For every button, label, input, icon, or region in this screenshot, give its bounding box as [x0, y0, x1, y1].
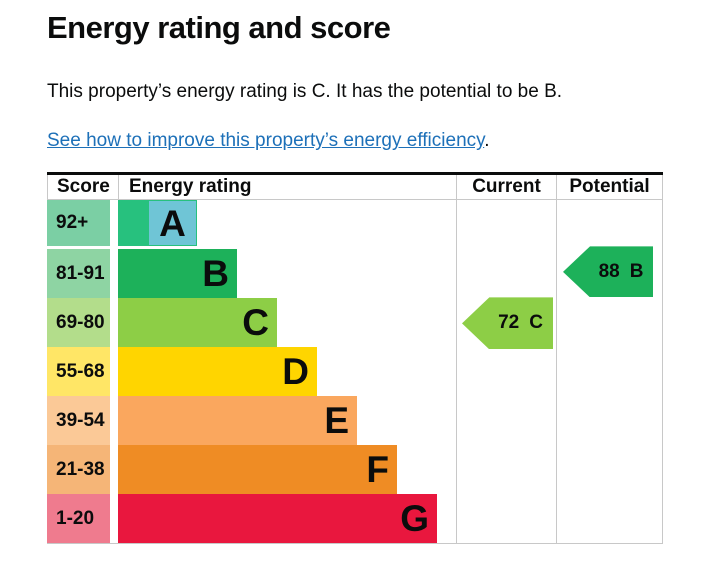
band-f-letter: F: [366, 449, 389, 491]
potential-rating-value: 88: [598, 260, 620, 282]
band-a-score-range: 92+: [56, 212, 89, 234]
header-current: Current: [456, 175, 556, 200]
header-energy-rating: Energy rating: [118, 175, 456, 200]
band-a-bar: A: [118, 200, 197, 247]
chart-body: 92+ A 81-91 B 69-80 C 55-68 D 39-54 E: [47, 200, 663, 545]
band-a-letter: A: [159, 202, 186, 244]
band-row-c: 69-80 C: [47, 298, 663, 348]
potential-column-left-rule: [556, 200, 557, 544]
band-f-bar: F: [118, 445, 397, 495]
band-b-score-cell: 81-91: [47, 249, 110, 299]
band-g-letter: G: [400, 498, 429, 540]
band-row-a: 92+ A: [47, 200, 663, 247]
band-e-letter: E: [324, 400, 349, 442]
band-row-d: 55-68 D: [47, 347, 663, 397]
header-score: Score: [47, 175, 118, 200]
band-a-score-cell: 92+: [47, 200, 110, 247]
band-row-g: 1-20 G: [47, 494, 663, 544]
potential-rating-band: B: [629, 260, 644, 282]
band-c-score-range: 69-80: [56, 311, 105, 333]
band-d-bar: D: [118, 347, 317, 397]
band-e-score-cell: 39-54: [47, 396, 110, 446]
band-g-bar: G: [118, 494, 437, 544]
band-c-letter: C: [242, 302, 269, 344]
band-c-bar: C: [118, 298, 277, 348]
page-title: Energy rating and score: [47, 10, 391, 45]
band-row-f: 21-38 F: [47, 445, 663, 495]
link-period: .: [484, 130, 490, 152]
band-d-letter: D: [282, 351, 309, 393]
band-b-letter: B: [202, 253, 229, 295]
band-row-b: 81-91 B: [47, 249, 663, 299]
current-rating-value: 72: [498, 312, 520, 334]
energy-rating-chart: Score Energy rating Current Potential 92…: [47, 172, 663, 545]
band-f-score-range: 21-38: [56, 458, 105, 480]
improve-efficiency-link[interactable]: See how to improve this property’s energ…: [47, 130, 485, 152]
band-b-bar: B: [118, 249, 237, 299]
epc-page: Energy rating and score This property’s …: [47, 10, 663, 545]
band-row-e: 39-54 E: [47, 396, 663, 446]
band-d-score-range: 55-68: [56, 360, 105, 382]
current-rating-band: C: [529, 312, 543, 334]
band-e-bar: E: [118, 396, 357, 446]
improve-link-row: See how to improve this property’s energ…: [47, 130, 663, 152]
band-d-score-cell: 55-68: [47, 347, 110, 397]
rating-summary-text: This property’s energy rating is C. It h…: [47, 80, 563, 102]
band-c-score-cell: 69-80: [47, 298, 110, 348]
band-g-score-cell: 1-20: [47, 494, 110, 544]
band-g-score-range: 1-20: [56, 507, 95, 529]
table-right-rule: [662, 200, 663, 544]
selection-highlight: A: [149, 201, 196, 246]
band-e-score-range: 39-54: [56, 409, 105, 431]
chart-header-row: Score Energy rating Current Potential: [47, 175, 663, 201]
current-column-left-rule: [456, 200, 457, 544]
band-b-score-range: 81-91: [56, 262, 105, 284]
header-potential: Potential: [556, 175, 663, 200]
band-f-score-cell: 21-38: [47, 445, 110, 495]
